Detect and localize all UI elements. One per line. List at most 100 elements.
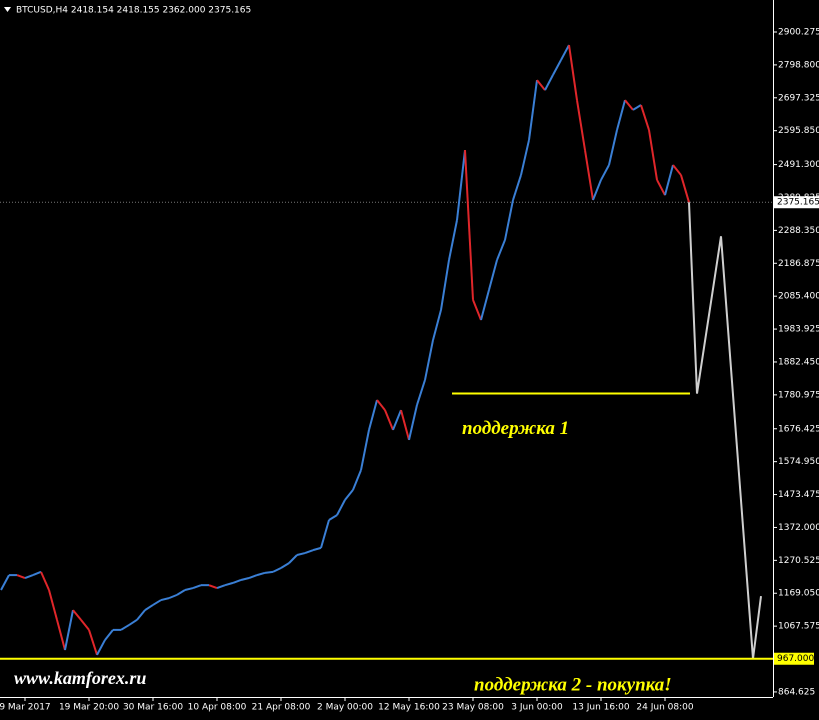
price-segment xyxy=(616,99,626,131)
price-segment xyxy=(328,514,338,521)
price-segment xyxy=(264,570,274,574)
annotation: поддержка 1 xyxy=(462,418,569,439)
y-tick-label: 2798.800 xyxy=(778,60,819,70)
y-tick-label: 1780.975 xyxy=(778,390,819,400)
price-segment xyxy=(528,79,538,141)
price-segment xyxy=(184,587,194,591)
y-tick-label: 1574.950 xyxy=(778,457,819,467)
price-segment xyxy=(120,624,130,631)
price-segment xyxy=(664,164,674,196)
x-tick-label: 9 Mar 2017 xyxy=(0,703,51,713)
price-segment xyxy=(392,409,402,431)
price-segment xyxy=(320,519,330,549)
x-tick-label: 24 Jun 08:00 xyxy=(636,703,693,713)
price-segment xyxy=(192,584,202,590)
price-segment xyxy=(176,589,186,596)
price-segment xyxy=(464,150,474,300)
price-segment xyxy=(232,579,242,584)
price-segment xyxy=(80,619,90,631)
price-segment xyxy=(496,239,506,261)
price-segment xyxy=(240,577,250,581)
price-segment xyxy=(400,409,410,441)
price-segment xyxy=(456,149,466,221)
price-segment xyxy=(288,554,298,564)
x-tick-label: 23 May 08:00 xyxy=(442,703,504,713)
annotation: поддержка 2 - покупка! xyxy=(474,674,672,695)
y-tick-label: 1473.475 xyxy=(778,490,819,500)
price-segment xyxy=(536,79,546,91)
price-segment xyxy=(624,99,634,111)
x-tick-label: 2 May 00:00 xyxy=(317,703,373,713)
price-segment xyxy=(544,74,554,91)
price-segment xyxy=(224,581,234,587)
price-segment xyxy=(504,199,514,241)
price-segment xyxy=(256,571,266,577)
y-tick-label: 2186.875 xyxy=(778,259,819,269)
y-tick-label: 1882.450 xyxy=(778,357,819,367)
price-segment xyxy=(488,259,498,291)
price-segment xyxy=(144,604,154,611)
price-segment xyxy=(72,609,82,621)
chart-title: BTCUSD,H4 2418.154 2418.155 2362.000 237… xyxy=(16,6,251,16)
price-segment xyxy=(128,619,138,626)
price-segment xyxy=(576,100,586,151)
price-segment xyxy=(592,179,602,201)
price-segment xyxy=(208,584,218,590)
price-segment xyxy=(368,399,378,431)
price-segment xyxy=(632,104,642,111)
price-segment xyxy=(216,584,226,590)
price-segment xyxy=(448,219,458,261)
price-segment xyxy=(384,409,394,431)
price-segment xyxy=(304,549,314,555)
y-tick-label: 864.625 xyxy=(778,687,815,697)
price-segment xyxy=(600,164,610,181)
price-segment xyxy=(168,593,178,600)
price-segment xyxy=(440,259,450,311)
price-segment xyxy=(672,164,682,176)
x-tick-label: 3 Jun 00:00 xyxy=(511,703,563,713)
y-tick-label: 1270.525 xyxy=(778,556,819,566)
price-segment xyxy=(520,139,530,176)
price-segment xyxy=(480,289,490,321)
price-label: 2375.165 xyxy=(777,198,819,208)
price-segment xyxy=(512,174,522,201)
price-segment xyxy=(680,174,690,203)
price-segment xyxy=(376,399,386,411)
price-segment xyxy=(56,619,66,651)
menu-arrow xyxy=(4,7,11,12)
price-segment xyxy=(160,597,170,602)
price-segment xyxy=(88,629,98,656)
price-segment xyxy=(48,589,58,621)
price-segment xyxy=(104,629,114,641)
price-segment xyxy=(336,499,346,516)
price-segment xyxy=(152,599,162,606)
price-label-box xyxy=(774,196,819,209)
y-tick-label: 2085.400 xyxy=(778,292,819,302)
y-tick-label: 2697.325 xyxy=(778,93,819,103)
price-segment xyxy=(24,574,34,579)
y-tick-label: 2491.300 xyxy=(778,160,819,170)
price-segment xyxy=(248,574,258,579)
price-segment xyxy=(552,59,562,76)
y-tick-label: 1372.000 xyxy=(778,523,819,533)
y-tick-label: 1067.575 xyxy=(778,622,819,632)
price-segment xyxy=(648,129,658,181)
price-segment xyxy=(136,609,146,621)
price-label-box xyxy=(774,652,814,665)
x-tick-label: 30 Mar 16:00 xyxy=(123,703,183,713)
price-segment xyxy=(656,179,666,196)
price-segment xyxy=(640,104,650,131)
x-tick-label: 21 Apr 08:00 xyxy=(252,703,311,713)
price-segment xyxy=(272,567,282,573)
projection-line xyxy=(688,202,762,659)
y-tick-label: 1169.050 xyxy=(778,589,819,599)
price-segment xyxy=(312,546,322,552)
price-segment xyxy=(472,299,482,321)
price-segment xyxy=(40,571,50,591)
y-tick-label: 1983.925 xyxy=(778,325,819,335)
price-segment xyxy=(280,562,290,569)
price-segment xyxy=(560,44,570,61)
x-tick-label: 10 Apr 08:00 xyxy=(188,703,247,713)
